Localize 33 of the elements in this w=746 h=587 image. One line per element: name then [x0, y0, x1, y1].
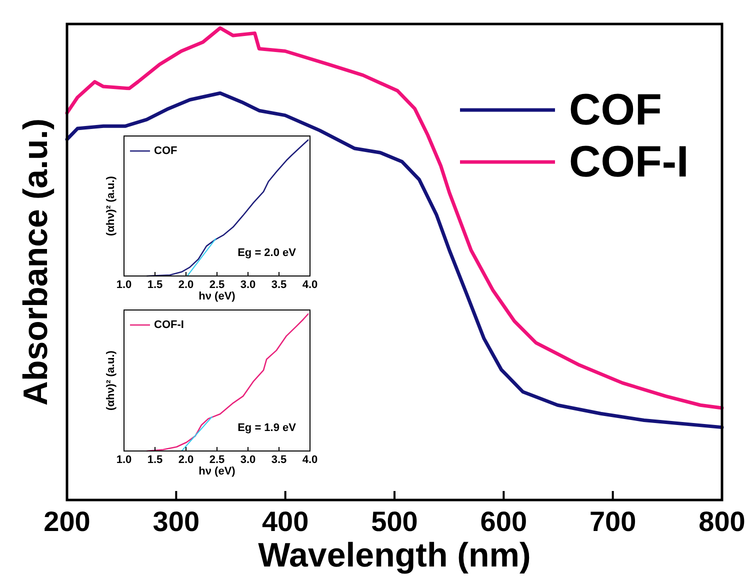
x-tick-label: 4.0	[302, 279, 318, 292]
legend-label: COF	[569, 86, 662, 134]
x-tick-label: 2.0	[178, 454, 194, 466]
y-axis-title: Absorbance (a.u.)	[17, 118, 55, 406]
x-tick-label: 4.0	[302, 454, 318, 466]
x-tick-label: 600	[480, 506, 528, 537]
x-tick-label: 1.5	[147, 279, 163, 292]
x-tick-label: 1.5	[147, 454, 163, 466]
x-tick-label: 3.0	[240, 454, 256, 466]
x-axis-title: hν (eV)	[198, 290, 236, 303]
x-tick-label: 3.5	[271, 454, 287, 466]
legend-label: COF-I	[569, 138, 689, 186]
y-axis-title: (αhν)² (a.u.)	[105, 176, 117, 236]
legend-label: COF	[154, 145, 178, 157]
legend-label: COF-I	[154, 319, 184, 331]
x-tick-label: 3.0	[240, 279, 256, 292]
x-tick-label: 200	[44, 506, 90, 537]
x-tick-label: 2.5	[209, 279, 225, 292]
x-tick-label: 700	[589, 506, 636, 537]
x-tick-label: 2.5	[209, 454, 225, 466]
x-tick-label: 2.0	[178, 279, 194, 292]
x-axis-title: hν (eV)	[198, 466, 236, 478]
x-tick-label: 400	[262, 506, 309, 537]
x-tick-label: 500	[371, 506, 418, 537]
x-axis-title: Wavelength (nm)	[258, 536, 531, 574]
y-axis-title: (αhν)² (a.u.)	[105, 350, 117, 410]
x-tick-label: 3.5	[271, 279, 287, 292]
x-tick-label: 800	[698, 506, 746, 537]
annotation: Eg = 1.9 eV	[238, 422, 297, 434]
x-tick-label: 300	[152, 506, 200, 537]
x-tick-label: 1.0	[116, 454, 132, 466]
x-tick-label: 1.0	[116, 279, 132, 292]
annotation: Eg = 2.0 eV	[238, 247, 297, 259]
